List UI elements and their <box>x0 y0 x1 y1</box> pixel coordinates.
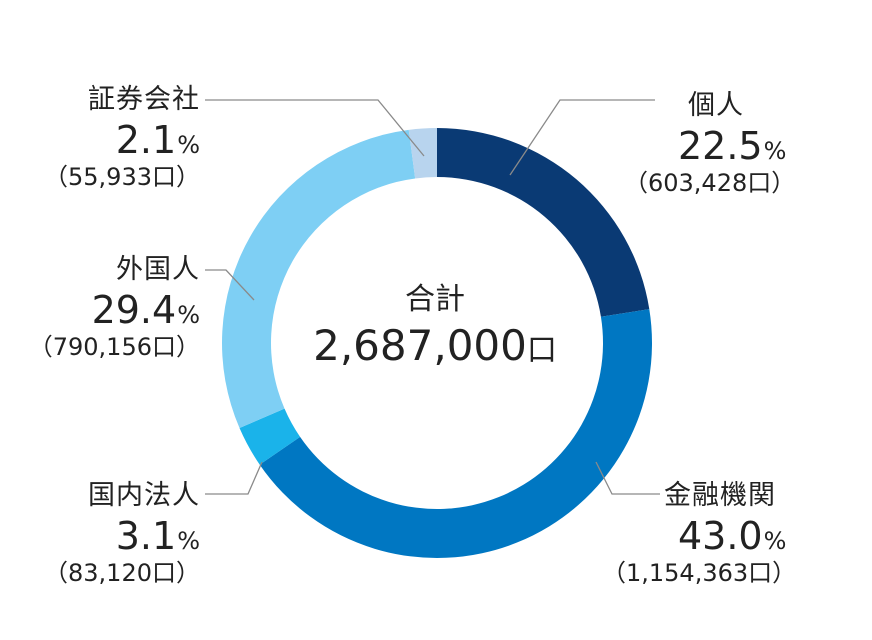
center-value: 2,687,000口 <box>300 325 570 367</box>
label-kokunai-percent-value: 3.1 <box>115 514 177 558</box>
center-total: 合計 2,687,000口 <box>300 285 570 367</box>
leader-gaikoku <box>205 269 255 301</box>
leader-kinyu <box>595 461 660 495</box>
label-kojin: 個人 22.5% （603,428口） <box>624 90 860 195</box>
label-shoken-name: 証券会社 <box>88 84 200 115</box>
label-kojin-percent: 22.5% <box>660 127 860 165</box>
slice-kokunai <box>239 408 301 465</box>
label-kojin-count: （603,428口） <box>624 169 796 197</box>
leader-kokunai <box>205 461 263 495</box>
label-kokunai-percent-symbol: % <box>177 527 200 555</box>
slice-gaikoku <box>222 129 416 428</box>
label-shoken-percent-symbol: % <box>177 131 200 159</box>
label-gaikoku-percent-value: 29.4 <box>91 288 177 332</box>
label-kokunai: 国内法人 3.1% （83,120口） <box>10 482 200 585</box>
center-title: 合計 <box>405 282 465 317</box>
label-kinyu: 金融機関 43.0% （1,154,363口） <box>602 480 864 585</box>
label-kokunai-count: （83,120口） <box>44 559 200 587</box>
label-kinyu-count: （1,154,363口） <box>602 559 797 587</box>
label-gaikoku-percent: 29.4% <box>10 291 200 329</box>
slice-shoken <box>408 128 437 179</box>
label-kinyu-percent: 43.0% <box>664 517 864 555</box>
label-kojin-percent-value: 22.5 <box>678 124 763 168</box>
label-gaikoku-name: 外国人 <box>116 254 200 285</box>
leader-shoken <box>205 99 425 157</box>
label-gaikoku-count: （790,156口） <box>28 333 200 361</box>
label-shoken-percent: 2.1% <box>10 121 200 159</box>
center-value-unit: 口 <box>526 333 557 368</box>
label-shoken-count: （55,933口） <box>44 163 200 191</box>
label-kinyu-percent-symbol: % <box>763 527 787 555</box>
label-gaikoku-percent-symbol: % <box>177 301 200 329</box>
label-kinyu-name: 金融機関 <box>664 480 776 511</box>
label-kojin-percent-symbol: % <box>763 137 787 165</box>
label-kojin-name: 個人 <box>688 90 744 121</box>
label-kinyu-percent-value: 43.0 <box>678 514 763 558</box>
label-shoken-percent-value: 2.1 <box>115 118 177 162</box>
label-gaikoku: 外国人 29.4% （790,156口） <box>10 256 200 359</box>
center-value-number: 2,687,000 <box>313 321 527 370</box>
label-kokunai-percent: 3.1% <box>10 517 200 555</box>
slice-kinyu <box>259 309 652 558</box>
leader-kojin <box>509 99 655 176</box>
label-shoken: 証券会社 2.1% （55,933口） <box>10 86 200 189</box>
slice-kojin <box>437 128 650 317</box>
label-kokunai-name: 国内法人 <box>88 480 200 511</box>
